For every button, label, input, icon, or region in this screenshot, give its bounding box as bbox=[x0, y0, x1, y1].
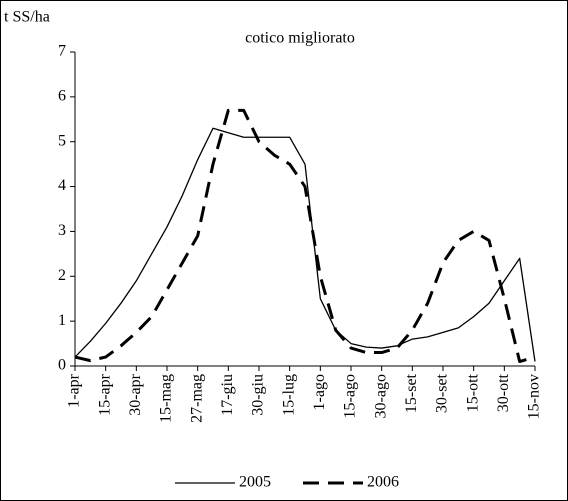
x-tick-label: 15-ott bbox=[464, 373, 481, 412]
x-tick-label: 15-nov bbox=[526, 374, 543, 419]
y-tick-label: 0 bbox=[58, 357, 66, 374]
x-tick-label: 30-giu bbox=[250, 374, 267, 416]
x-tick-label: 15-apr bbox=[96, 373, 113, 415]
x-tick-label: 15-ago bbox=[342, 374, 359, 418]
y-tick-label: 4 bbox=[58, 177, 66, 194]
x-tick-label: 15-lug bbox=[280, 374, 297, 416]
y-tick-label: 3 bbox=[58, 222, 66, 239]
x-tick-label: 30-apr bbox=[127, 373, 144, 415]
legend-label: 2006 bbox=[367, 474, 399, 491]
x-tick-label: 27-mag bbox=[188, 374, 205, 423]
x-tick-label: 30-ott bbox=[495, 373, 512, 412]
x-tick-label: 1-apr bbox=[66, 373, 83, 407]
series-line bbox=[74, 108, 536, 364]
y-tick-label: 2 bbox=[58, 267, 66, 284]
y-tick-label: 6 bbox=[58, 88, 66, 105]
x-tick-label: 1-ago bbox=[311, 374, 328, 410]
y-axis-label: t SS/ha bbox=[4, 9, 50, 26]
x-tick-label: 17-giu bbox=[219, 374, 236, 416]
y-tick-label: 5 bbox=[58, 132, 66, 149]
chart-title: cotico migliorato bbox=[245, 30, 355, 47]
y-tick-label: 7 bbox=[58, 43, 66, 60]
x-tick-label: 30-ago bbox=[372, 374, 389, 418]
x-tick-label: 30-set bbox=[434, 373, 451, 413]
x-tick-label: 15-set bbox=[403, 373, 420, 413]
y-tick-label: 1 bbox=[58, 312, 66, 329]
series-line bbox=[74, 127, 536, 362]
x-tick-label: 15-mag bbox=[158, 374, 175, 423]
legend-label: 2005 bbox=[239, 474, 271, 491]
